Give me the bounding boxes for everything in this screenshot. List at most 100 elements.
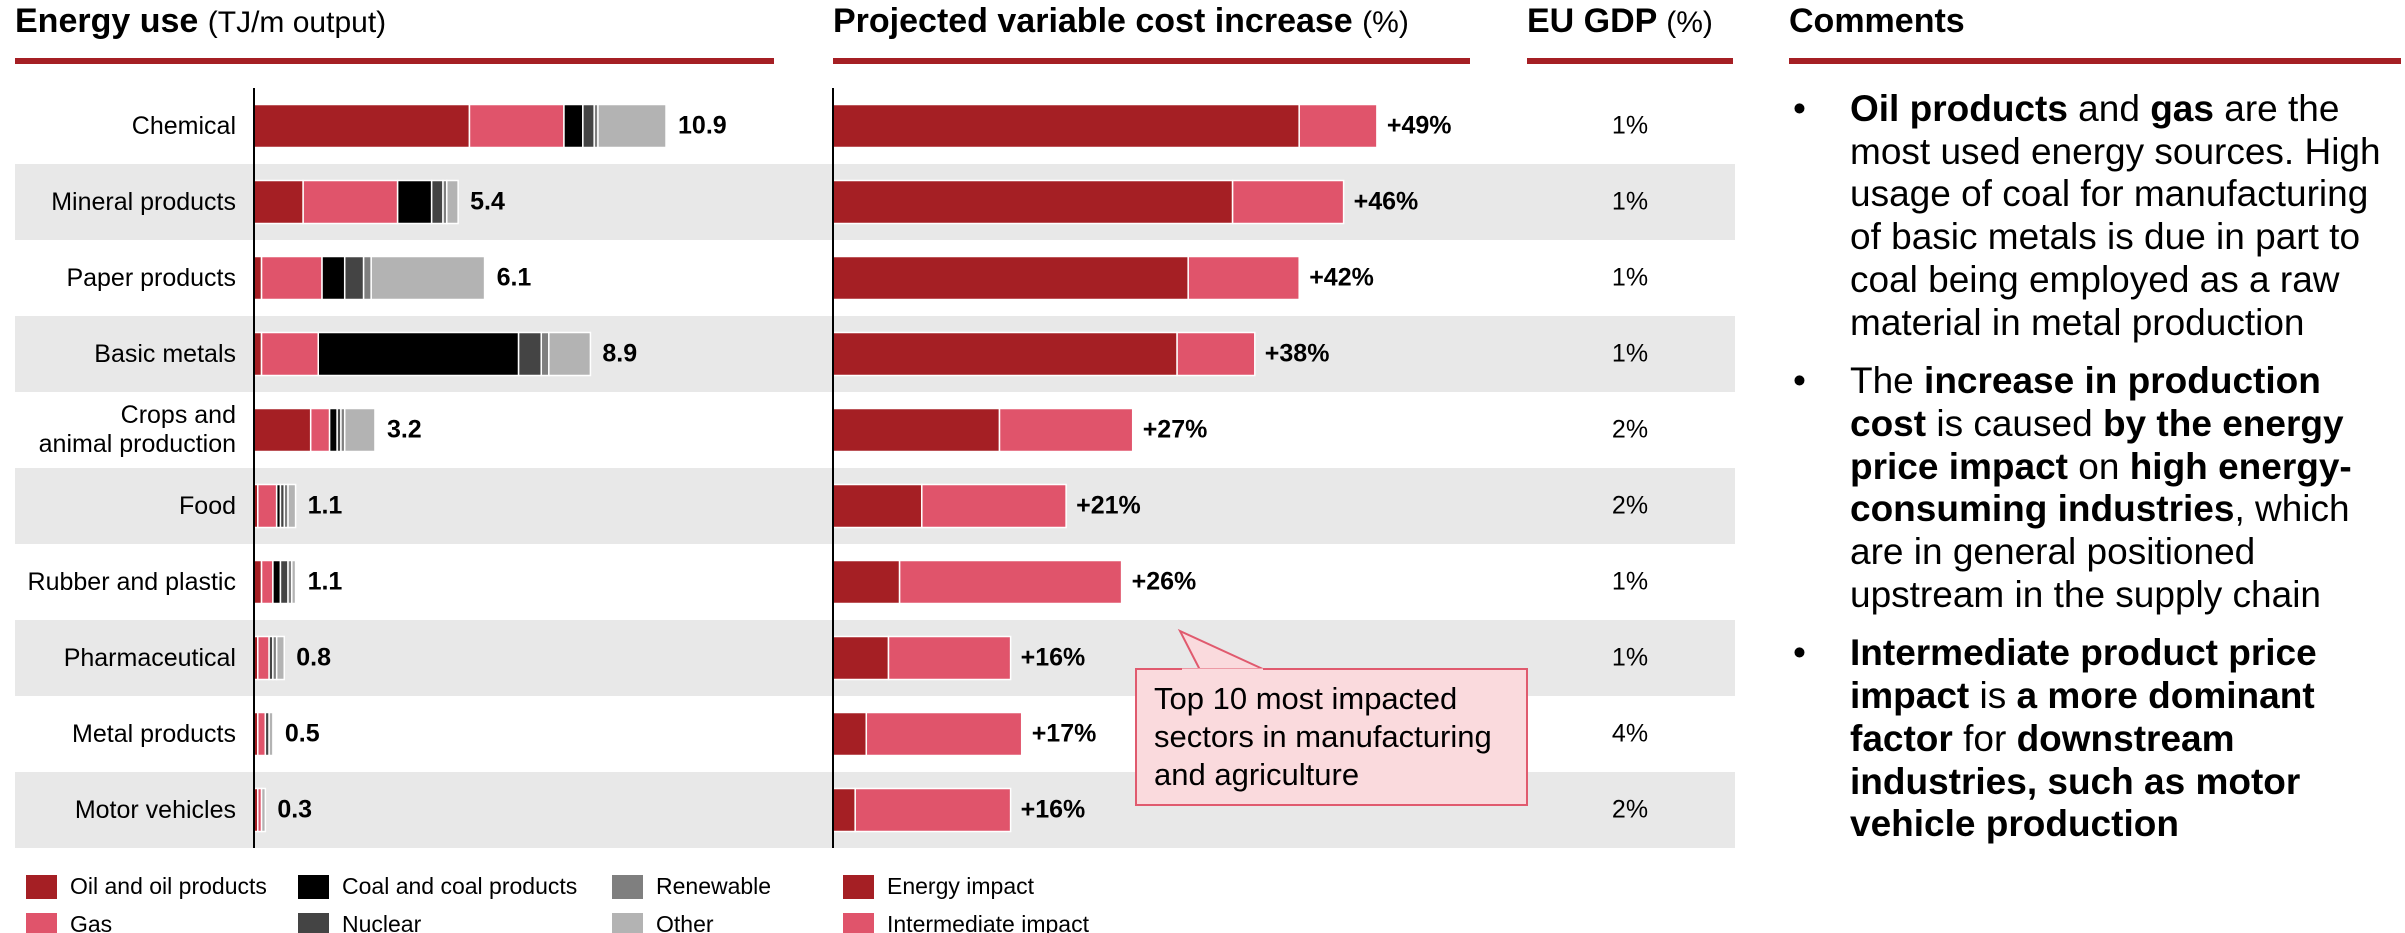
- bar-segment: [865, 711, 1023, 757]
- bullet-text: is: [1969, 675, 2017, 717]
- total-label: +16%: [1021, 796, 1086, 824]
- bar-segment: [309, 407, 331, 453]
- gdp-value: 2%: [1612, 416, 1648, 444]
- total-label: +38%: [1265, 340, 1330, 368]
- bar-segment: [832, 711, 868, 757]
- legend-label: Other: [656, 911, 714, 933]
- total-label: 8.9: [602, 340, 637, 368]
- bullet-text: for: [1952, 717, 2017, 759]
- bar-segment: [260, 559, 274, 605]
- bullet-text: is caused: [1926, 402, 2103, 444]
- total-label: +26%: [1132, 568, 1197, 596]
- bar-segment: [1176, 331, 1256, 377]
- gdp-value: 1%: [1612, 264, 1648, 292]
- bar-segment: [854, 787, 1012, 833]
- bullet-text: by the energy price impact: [1850, 402, 2344, 487]
- category-label: Basic metals: [94, 339, 236, 368]
- bar-segment: [362, 255, 372, 301]
- total-label: 3.2: [387, 416, 422, 444]
- bullet: Intermediate product price impact is a m…: [1793, 632, 2398, 846]
- bullet-text: increase in production cost: [1850, 360, 2321, 444]
- bullet-text: downstream industries, such as motor veh…: [1850, 717, 2301, 845]
- header-rule: [15, 58, 774, 64]
- bullet-text: a more dominant factor: [1850, 675, 2315, 759]
- bar-segment: [832, 407, 1001, 453]
- bar-segment: [253, 179, 304, 225]
- bullet: The increase in production cost is cause…: [1793, 360, 2398, 616]
- bar-segment: [253, 103, 471, 149]
- category-label: Food: [179, 491, 236, 520]
- comments: Oil products and gas are the most used e…: [1793, 88, 2398, 862]
- gdp-value: 1%: [1612, 340, 1648, 368]
- gdp-value: 1%: [1612, 568, 1648, 596]
- bar-segment: [430, 179, 444, 225]
- column-title: EU GDP (%): [1527, 2, 1713, 41]
- bar-segment: [257, 711, 267, 757]
- total-label: 1.1: [308, 568, 343, 596]
- bar-segment: [260, 787, 267, 833]
- total-label: +16%: [1021, 644, 1086, 672]
- bar-segment: [253, 559, 263, 605]
- bar-segment: [1298, 103, 1378, 149]
- bar-segment: [563, 103, 584, 149]
- bar-segment: [317, 331, 520, 377]
- category-label: Crops and animal production: [38, 401, 236, 458]
- bar-segment: [260, 255, 323, 301]
- legend-swatch: [26, 875, 57, 899]
- header-rule: [1527, 58, 1733, 64]
- bar-segment: [370, 255, 486, 301]
- bar-segment: [253, 407, 312, 453]
- bar-segment: [921, 483, 1067, 529]
- total-label: 1.1: [308, 492, 343, 520]
- legend-swatch: [843, 913, 874, 933]
- bar-segment: [832, 483, 923, 529]
- bar-segment: [540, 331, 550, 377]
- gdp-value: 1%: [1612, 188, 1648, 216]
- bullet-text: , which are in general positioned upstre…: [1850, 488, 2350, 615]
- gdp-value: 4%: [1612, 720, 1648, 748]
- header-rule: [1789, 58, 2401, 64]
- legend-swatch: [843, 875, 874, 899]
- bar-segment: [517, 331, 543, 377]
- bar-segment: [328, 407, 338, 453]
- legend-swatch: [298, 913, 329, 933]
- bar-segment: [832, 255, 1189, 301]
- category-label: Chemical: [131, 111, 236, 140]
- bullet-text: high energy-consuming industries: [1850, 445, 2352, 530]
- bar-segment: [898, 559, 1123, 605]
- bar-segment: [343, 407, 376, 453]
- legend-swatch: [298, 875, 329, 899]
- title: Energy use: [15, 2, 199, 40]
- legend-label: Intermediate impact: [887, 911, 1090, 933]
- bullet-text: Oil products: [1850, 88, 2068, 129]
- unit: (%): [1666, 6, 1713, 39]
- gdp-value: 1%: [1612, 644, 1648, 672]
- title: Projected variable cost increase: [833, 2, 1353, 40]
- bar-segment: [257, 635, 270, 681]
- legend-label: Nuclear: [342, 911, 422, 933]
- bullet-text: The: [1850, 360, 1925, 402]
- total-label: 0.8: [296, 644, 331, 672]
- total-label: +21%: [1076, 492, 1141, 520]
- category-label: Motor vehicles: [74, 795, 236, 824]
- gdp-value: 1%: [1612, 112, 1648, 140]
- bar-segment: [597, 103, 667, 149]
- total-label: +42%: [1309, 264, 1374, 292]
- bar-segment: [302, 179, 399, 225]
- chart-title: Energy use (TJ/m output): [15, 2, 386, 41]
- comments-title: Comments: [1789, 2, 1965, 41]
- total-label: 6.1: [497, 264, 532, 292]
- total-label: 0.5: [285, 720, 320, 748]
- bullet-text: Intermediate product price impact: [1850, 632, 2317, 717]
- annotation: Top 10 most impacted sectors in manufact…: [1154, 681, 1492, 792]
- legend-swatch: [26, 913, 57, 933]
- total-label: +17%: [1032, 720, 1097, 748]
- bar-segment: [257, 483, 278, 529]
- bar-segment: [832, 331, 1178, 377]
- callout-box: [1135, 668, 1528, 806]
- bar-segment: [321, 255, 346, 301]
- legend-label: Renewable: [656, 873, 771, 899]
- bar-segment: [291, 559, 297, 605]
- gdp-value: 2%: [1612, 796, 1648, 824]
